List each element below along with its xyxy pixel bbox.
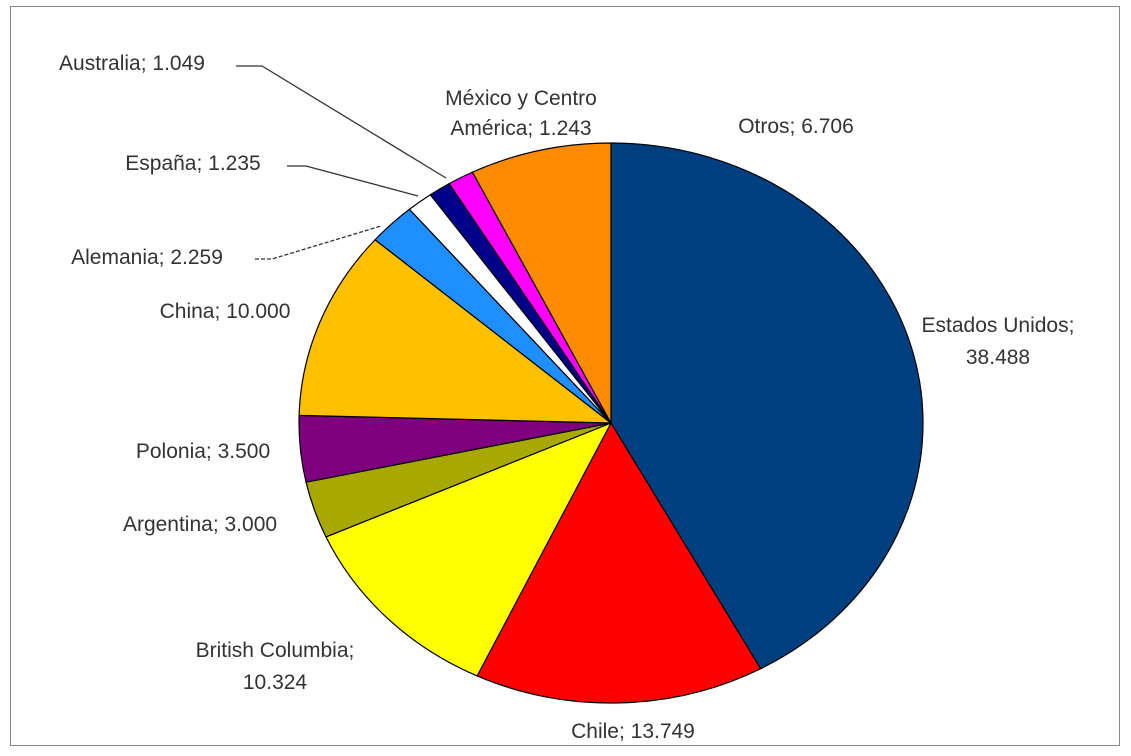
leader-line-australia (236, 65, 447, 179)
slice-label-china: China; 10.000 (160, 300, 291, 323)
slice-label-british-columbia: British Columbia; 10.324 (196, 639, 355, 694)
leader-line-alemania (255, 225, 382, 260)
slice-label-estados-unidos: Estados Unidos; 38.488 (922, 314, 1075, 369)
leader-lines (236, 65, 447, 260)
pie-slice-british-columbia (325, 422, 612, 677)
pie-slices (298, 142, 924, 704)
slice-label-polonia: Polonia; 3.500 (136, 440, 270, 463)
leader-line-espana (287, 165, 419, 197)
pie-slice-chile (476, 422, 762, 704)
pie-slice-china (298, 239, 612, 424)
pie-slice-estados-unidos (610, 142, 924, 670)
slice-label-otros: Otros; 6.706 (738, 115, 854, 138)
slice-label-argentina: Argentina; 3.000 (123, 513, 277, 536)
slice-label-chile: Chile; 13.749 (571, 720, 695, 743)
slice-label-espana: España; 1.235 (125, 152, 260, 175)
pie-slice-otros (471, 142, 612, 424)
slice-label-australia: Australia; 1.049 (59, 52, 205, 75)
slice-label-alemania: Alemania; 2.259 (71, 246, 223, 269)
slice-label-mexico-y-centro-america: México y Centro América; 1.243 (445, 87, 597, 140)
slice-labels: Estados Unidos; 38.488 Chile; 13.749 Britis… (59, 52, 1074, 743)
